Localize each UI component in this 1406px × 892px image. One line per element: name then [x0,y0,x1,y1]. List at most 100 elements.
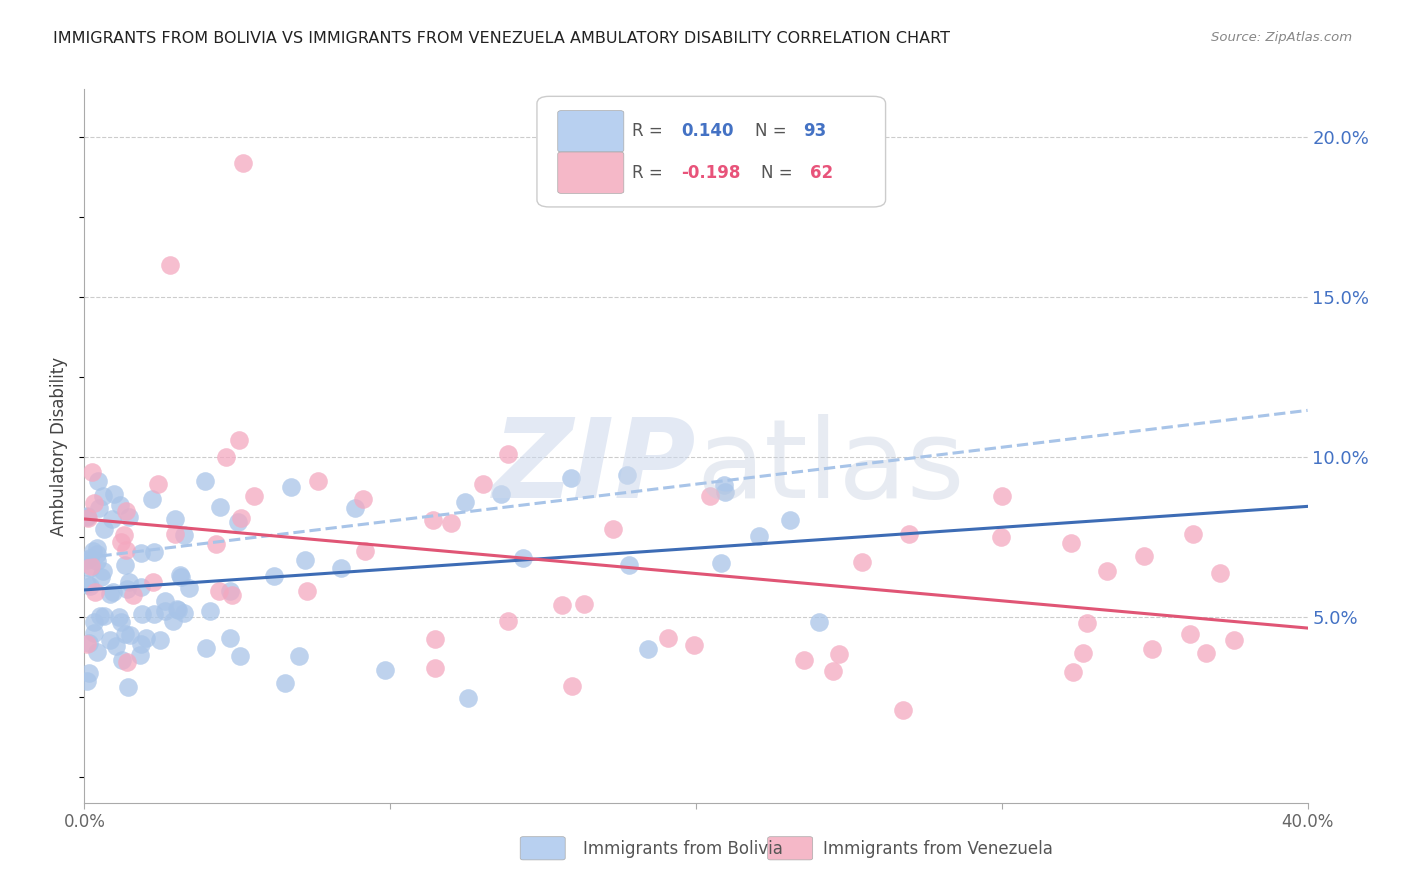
Text: ZIP: ZIP [492,414,696,521]
Point [83,626,105,640]
Point [897,527,920,541]
Point [114,626,136,640]
Point [228,434,250,448]
Point [1063,665,1085,679]
Point [76,510,98,524]
Point [101,512,124,526]
Point [512,551,534,566]
Point [1073,646,1095,660]
Point [307,474,329,488]
Point [229,649,252,664]
Point [135,631,157,645]
Point [232,156,254,170]
Point [496,614,519,628]
Point [218,631,240,645]
Point [80,559,103,574]
Point [129,581,152,595]
Point [149,633,172,648]
Text: 0.140: 0.140 [682,122,734,140]
Point [208,583,231,598]
Text: atlas: atlas [696,414,965,521]
Point [807,615,830,629]
Point [87,474,110,488]
Text: Immigrants from Bolivia: Immigrants from Bolivia [583,840,783,858]
Point [82,544,104,558]
Point [457,690,479,705]
Point [205,537,228,551]
Point [828,647,851,661]
Point [115,655,138,669]
Point [423,632,446,646]
Point [131,546,153,560]
Point [120,628,142,642]
Point [215,450,238,464]
Point [159,258,181,272]
Point [104,639,127,653]
Point [79,579,101,593]
Point [118,510,141,524]
Point [551,598,574,612]
Point [288,649,311,664]
Point [221,588,243,602]
Point [194,474,217,488]
Point [683,638,706,652]
Point [163,527,186,541]
Point [146,476,169,491]
FancyBboxPatch shape [558,111,624,152]
Point [166,602,188,616]
Point [699,489,721,503]
Point [280,480,302,494]
Point [179,582,201,596]
Point [80,465,103,479]
Point [103,585,125,599]
Point [330,561,353,575]
Point [100,632,122,647]
Point [274,675,297,690]
Point [110,615,132,629]
Point [100,586,122,600]
Point [155,604,177,618]
Point [891,703,914,717]
Point [263,568,285,582]
Point [561,679,583,693]
Point [219,584,242,599]
Point [114,558,136,572]
Text: Immigrants from Venezuela: Immigrants from Venezuela [823,840,1052,858]
Point [76,509,98,524]
Point [131,607,153,621]
Point [710,556,733,570]
FancyBboxPatch shape [768,837,813,860]
Y-axis label: Ambulatory Disability: Ambulatory Disability [51,357,69,535]
Point [1095,565,1118,579]
Point [990,530,1012,544]
Point [454,494,477,508]
Point [374,663,396,677]
Text: N =: N = [755,122,792,140]
Point [142,575,165,590]
Point [228,515,250,529]
Point [657,632,679,646]
Point [114,503,136,517]
Point [93,565,115,579]
Text: R =: R = [633,122,668,140]
Point [76,637,98,651]
Point [141,492,163,507]
Point [83,585,105,599]
Point [76,576,98,591]
Text: IMMIGRANTS FROM BOLIVIA VS IMMIGRANTS FROM VENEZUELA AMBULATORY DISABILITY CORRE: IMMIGRANTS FROM BOLIVIA VS IMMIGRANTS FR… [53,31,950,46]
Point [166,603,188,617]
Point [93,489,115,503]
Point [129,648,152,662]
Point [489,487,512,501]
Text: -0.198: -0.198 [682,164,741,182]
Point [243,489,266,503]
Point [748,529,770,543]
Point [195,641,218,656]
Point [87,500,110,515]
Point [498,447,520,461]
Point [354,543,377,558]
FancyBboxPatch shape [537,96,886,207]
Point [779,513,801,527]
Point [617,558,640,573]
Point [1178,626,1201,640]
